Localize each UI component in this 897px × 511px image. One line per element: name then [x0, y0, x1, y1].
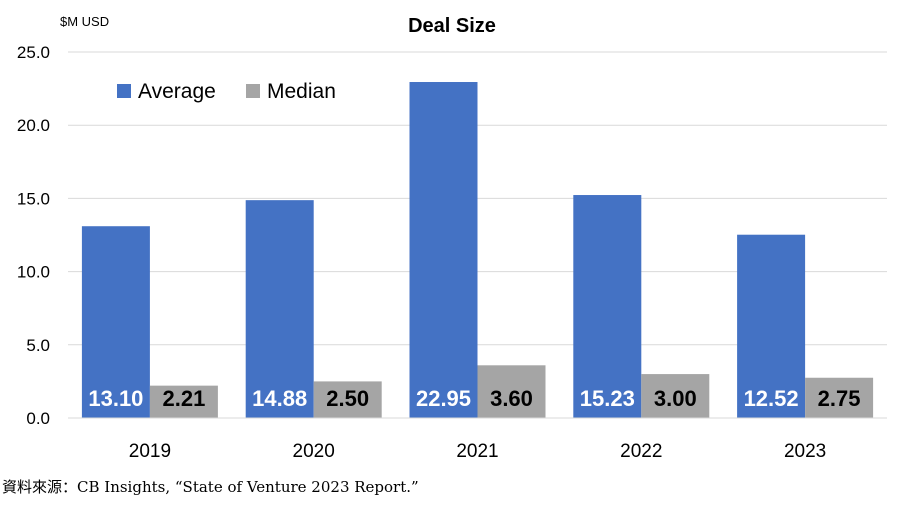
legend-label-median: Median [267, 80, 336, 103]
bar-average-2023 [737, 234, 806, 418]
y-tick-label: 0.0 [26, 409, 50, 428]
legend: Average Median [117, 80, 336, 103]
bar-median-2023 [805, 377, 874, 418]
y-unit-label: $M USD [60, 14, 109, 29]
x-tick-label-2022: 2022 [620, 441, 662, 462]
data-label-median-2021: 3.60 [490, 386, 533, 411]
bar-median-2019 [149, 385, 218, 418]
data-label-average-2020: 14.88 [252, 386, 307, 411]
x-tick-label-2020: 2020 [293, 441, 335, 462]
chart-title: Deal Size [408, 15, 496, 37]
bar-median-2022 [641, 374, 710, 418]
y-tick-label: 20.0 [17, 116, 50, 135]
y-tick-label: 15.0 [17, 189, 50, 208]
bar-average-2021 [409, 82, 478, 419]
data-label-median-2019: 2.21 [162, 386, 205, 411]
bar-average-2022 [573, 195, 642, 418]
bar-median-2020 [313, 381, 382, 418]
x-tick-label-2019: 2019 [129, 441, 171, 462]
data-label-average-2023: 12.52 [744, 386, 799, 411]
data-label-median-2020: 2.50 [326, 386, 369, 411]
y-tick-label: 25.0 [17, 43, 50, 62]
x-axis: 2019 2020 2021 2022 2023 [68, 417, 887, 462]
x-tick-label-2023: 2023 [784, 441, 826, 462]
bar-median-2021 [477, 365, 546, 418]
data-label-average-2019: 13.10 [88, 386, 143, 411]
y-tick-label: 5.0 [26, 336, 50, 355]
data-label-average-2022: 15.23 [580, 386, 635, 411]
legend-swatch-median [246, 84, 260, 98]
source-note: 資料來源：CB Insights, “State of Venture 2023… [2, 478, 419, 496]
data-label-median-2022: 3.00 [654, 386, 697, 411]
x-tick-label-2021: 2021 [456, 441, 498, 462]
bars: 13.10 2.21 14.88 2.50 22.95 3.60 15.23 3.00 12.5… [81, 82, 874, 419]
bar-average-2020 [245, 200, 314, 418]
legend-label-average: Average [138, 80, 216, 103]
y-tick-label: 10.0 [17, 263, 50, 282]
legend-swatch-average [117, 84, 131, 98]
y-axis: 0.0 5.0 10.0 15.0 20.0 25.0 [17, 43, 50, 428]
data-label-median-2023: 2.75 [818, 386, 861, 411]
bar-average-2019 [81, 226, 150, 418]
data-label-average-2021: 22.95 [416, 386, 471, 411]
